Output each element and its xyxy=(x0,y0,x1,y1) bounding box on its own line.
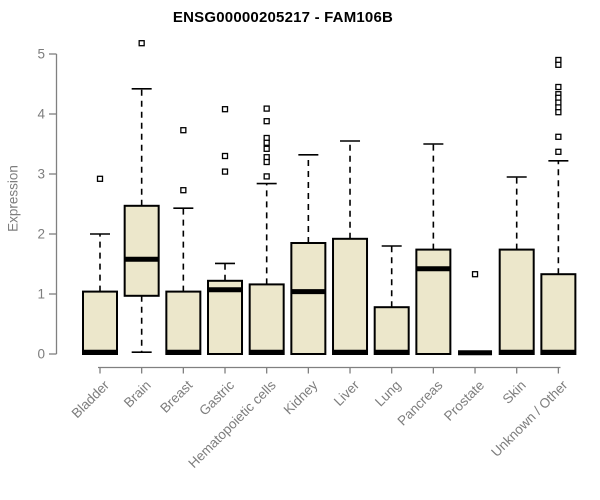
outlier-point xyxy=(471,271,479,278)
x-tick-label: Bladder xyxy=(69,377,113,421)
outlier-point xyxy=(263,118,270,125)
x-tick-label: Gastric xyxy=(196,377,237,418)
x-tick-label: Prostate xyxy=(441,378,487,424)
y-tick-label: 5 xyxy=(37,47,45,62)
y-tick-label: 4 xyxy=(37,107,45,122)
outlier-point xyxy=(263,173,270,180)
outlier-point xyxy=(180,187,187,194)
x-tick-label: Breast xyxy=(157,377,195,415)
outlier-point xyxy=(555,109,562,116)
outlier-point xyxy=(180,127,187,134)
outlier-point xyxy=(555,148,562,155)
x-tick-label: Brain xyxy=(121,378,154,411)
outlier-point xyxy=(555,61,562,68)
outlier-point xyxy=(555,133,562,140)
x-tick-label: Kidney xyxy=(281,377,321,417)
y-tick-label: 2 xyxy=(37,227,45,242)
box-rect xyxy=(207,279,244,355)
box-rect xyxy=(123,204,160,297)
box-rect xyxy=(415,248,452,356)
outlier-point xyxy=(263,145,270,152)
outlier-point xyxy=(263,158,270,166)
box-rect xyxy=(165,290,202,356)
outlier-point xyxy=(221,168,229,175)
box-rect xyxy=(332,237,369,355)
outlier-point xyxy=(221,106,229,113)
outlier-point xyxy=(555,83,562,91)
box-rect xyxy=(290,242,327,355)
outlier-point xyxy=(263,105,270,112)
box-rect xyxy=(498,248,535,356)
x-tick-label: Unknown / Other xyxy=(488,377,571,460)
outlier-point xyxy=(138,40,145,47)
box-rect xyxy=(82,290,118,356)
x-tick-label: Skin xyxy=(500,378,529,407)
box-rect xyxy=(540,273,577,356)
box-rect xyxy=(373,306,410,356)
outlier-point xyxy=(263,139,270,146)
x-tick-label: Lung xyxy=(372,378,404,410)
y-tick-label: 3 xyxy=(37,167,45,182)
x-tick-label: Pancreas xyxy=(395,377,446,428)
y-tick-label: 1 xyxy=(37,287,45,302)
outlier-point xyxy=(96,175,104,182)
outlier-point xyxy=(221,152,229,160)
box-rect xyxy=(248,283,285,355)
chart-title: ENSG00000205217 - FAM106B xyxy=(172,9,394,26)
y-tick-label: 0 xyxy=(37,347,45,362)
x-tick-label: Liver xyxy=(331,377,363,409)
